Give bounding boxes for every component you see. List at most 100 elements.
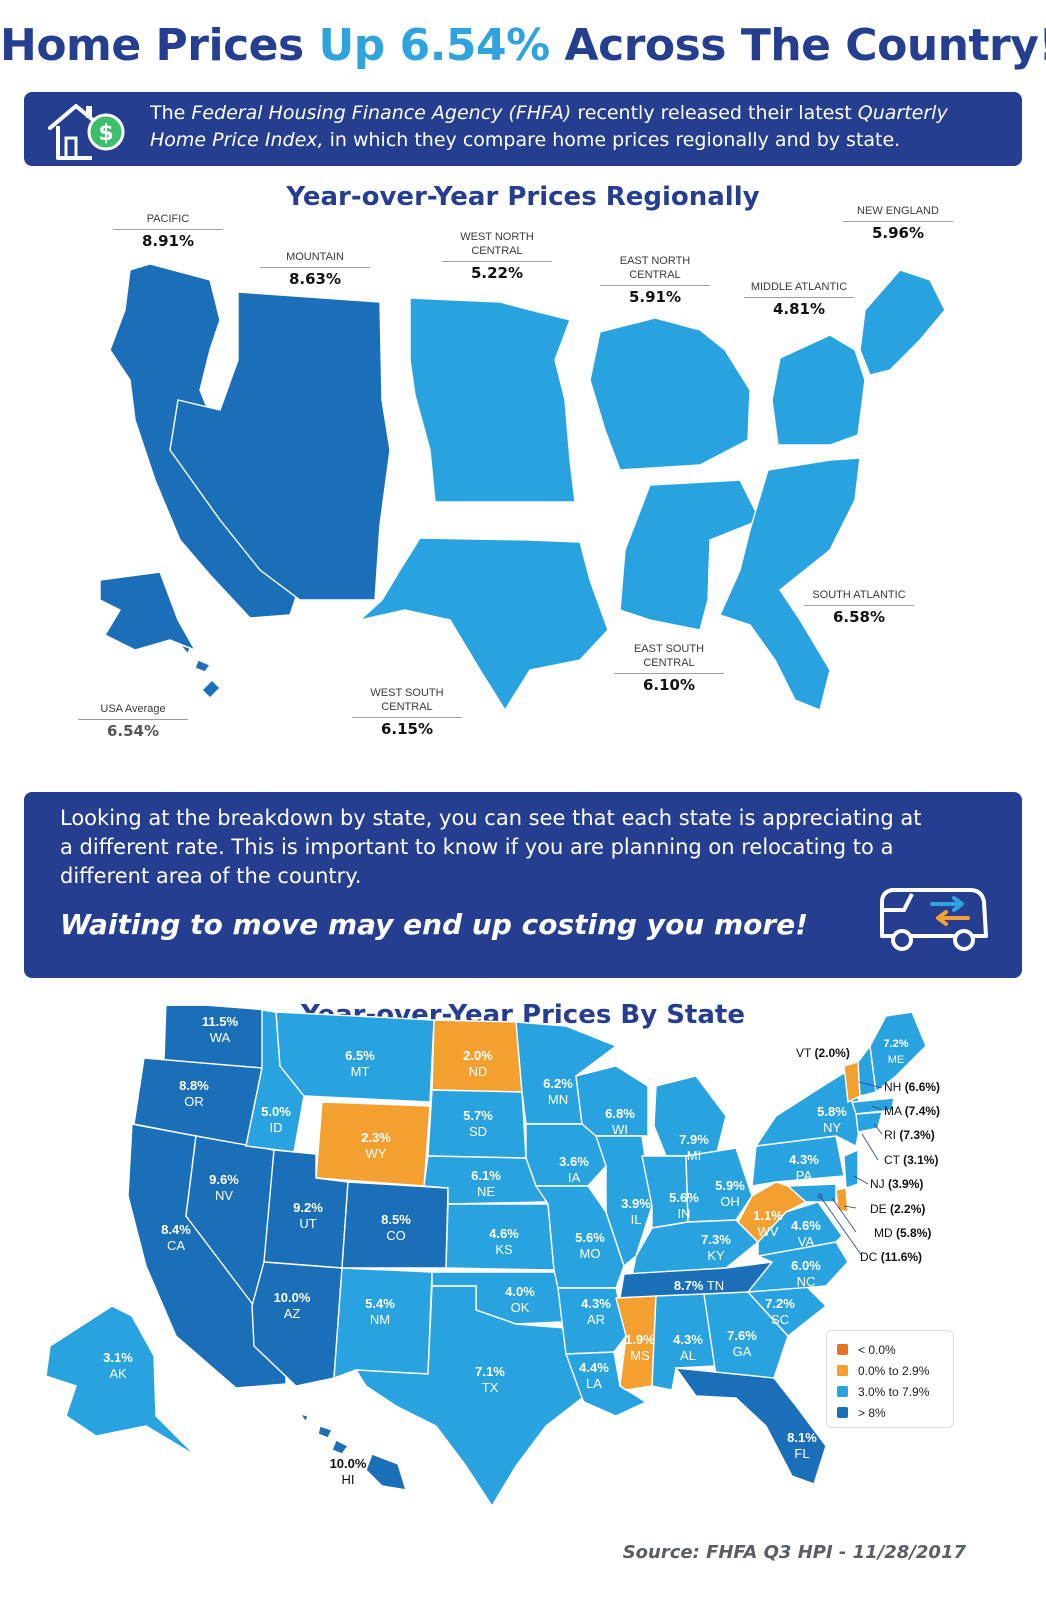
state-value: 9.2% [293,1200,323,1215]
state-abbr: WV [757,1224,779,1239]
region-label-west-south-central: WEST SOUTH CENTRAL 6.15% [352,686,462,738]
intro-text-post: in which they compare home prices region… [323,129,901,151]
region-name: WEST SOUTH CENTRAL [352,686,462,718]
state-value: 4.3% [581,1296,611,1311]
state-abbr: VA [797,1234,815,1249]
region-value: 6.15% [380,720,434,738]
state-label-va: 4.6% VA [776,1218,836,1250]
state-label-nd: 2.0% ND [448,1048,508,1080]
house-dollar-icon: $ [48,104,125,160]
region-value: 6.10% [642,676,696,694]
callout-value: (3.1%) [903,1153,939,1167]
legend-label: 3.0% to 7.9% [858,1384,930,1399]
region-name: MIDDLE ATLANTIC [744,280,854,298]
state-abbr: NY [822,1120,842,1135]
region-label-east-north-central: EAST NORTH CENTRAL 5.91% [600,254,710,306]
title-pre: Home Prices [0,20,319,71]
state-abbr: OK [510,1300,530,1315]
state-label-id: 5.0% ID [246,1104,306,1136]
state-abbr: FL [794,1446,810,1461]
state-value: 7.3% [701,1232,731,1247]
state-value: 2.0% [463,1048,493,1063]
state-value: 7.9% [679,1132,709,1147]
state-value: 3.1% [103,1350,133,1365]
state-abbr: MN [547,1092,569,1107]
state-label-pa: 4.3% PA [774,1152,834,1184]
state-abbr: GA [732,1344,752,1359]
state-label-ca: 8.4% CA [146,1222,206,1254]
state-value: 5.4% [365,1296,395,1311]
callout-abbr: MA [884,1104,902,1118]
state-abbr: IA [567,1170,581,1185]
callout-value: (5.8%) [896,1226,932,1240]
callout-md: MD (5.8%) [874,1226,931,1240]
region-label-south-atlantic: SOUTH ATLANTIC 6.58% [804,588,914,626]
state-label-nm: 5.4% NM [350,1296,410,1328]
state-abbr: NV [214,1188,234,1203]
state-shape-il [595,1135,653,1268]
state-label-tx: 7.1% TX [460,1364,520,1396]
region-shape-middle-atlantic [771,334,866,446]
map-legend: < 0.0% 0.0% to 2.9% 3.0% to 7.9% > 8% [826,1330,954,1428]
legend-item: 0.0% to 2.9% [837,1360,943,1381]
callout-abbr: RI [884,1128,896,1142]
state-value: 8.7% [673,1278,704,1293]
state-value: 4.6% [791,1218,821,1233]
state-shape-fl [674,1367,827,1485]
region-label-mountain: MOUNTAIN 8.63% [260,250,370,288]
state-value: 8.1% [787,1430,817,1445]
state-label-in: 5.6% IN [654,1190,714,1222]
state-label-wy: 2.3% WY [346,1130,406,1162]
region-value: 8.91% [141,232,195,250]
callout-abbr: DE [870,1202,887,1216]
state-abbr: NE [476,1184,496,1199]
state-value: 7.2% [765,1296,795,1311]
state-value: 8.8% [179,1078,209,1093]
region-value: 8.63% [288,270,342,288]
state-abbr: WA [209,1030,231,1045]
state-value: 6.2% [543,1076,573,1091]
state-shape-nj [843,1148,859,1189]
state-value: 6.8% [605,1106,635,1121]
state-label-ia: 3.6% IA [544,1154,604,1186]
region-shape-mountain [169,291,391,601]
region-label-new-england: NEW ENGLAND 5.96% [843,204,953,242]
state-abbr: HI [341,1472,355,1487]
region-shape-west-north-central [409,297,576,503]
state-label-ny: 5.8% NY [802,1104,862,1136]
state-abbr: ID [269,1120,283,1135]
state-label-co: 8.5% CO [366,1212,426,1244]
state-value: 1.9% [625,1332,655,1347]
state-label-ar: 4.3% AR [566,1296,626,1328]
callout-value: (7.3%) [899,1128,935,1142]
region-label-pacific: PACIFIC 8.91% [113,212,223,250]
state-shape-mt [275,1011,435,1103]
call-to-action: Waiting to move may end up costing you m… [60,908,808,941]
callout-abbr: DC [860,1250,878,1264]
region-label-east-south-central: EAST SOUTH CENTRAL 6.10% [614,642,724,694]
state-value: 6.0% [791,1258,821,1273]
state-abbr: OR [184,1094,204,1109]
state-label-wi: 6.8% WI [590,1106,650,1138]
state-abbr: TN [706,1278,725,1293]
callout-value: (3.9%) [888,1177,924,1191]
callout-vt: VT (2.0%) [796,1046,850,1060]
regional-map [99,263,946,712]
callout-abbr: NJ [870,1177,885,1191]
state-value: 7.2% [883,1038,909,1050]
state-label-il: 3.9% IL [606,1196,666,1228]
region-value: 5.22% [470,264,524,282]
leader-line-nh [858,1081,883,1089]
state-value: 4.6% [489,1226,519,1241]
state-abbr: WI [612,1122,628,1137]
legend-swatch [837,1365,848,1376]
callout-value: (2.2%) [890,1202,926,1216]
legend-swatch [837,1344,848,1355]
state-label-sc: 7.2% SC [750,1296,810,1328]
state-abbr: SD [468,1124,488,1139]
state-label-tn: 8.7% TN [654,1278,744,1294]
region-value: 6.54% [106,722,160,740]
info-banner: Looking at the breakdown by state, you c… [24,792,1022,978]
state-value: 10.0% [273,1290,311,1305]
state-shape-md [786,1183,837,1203]
